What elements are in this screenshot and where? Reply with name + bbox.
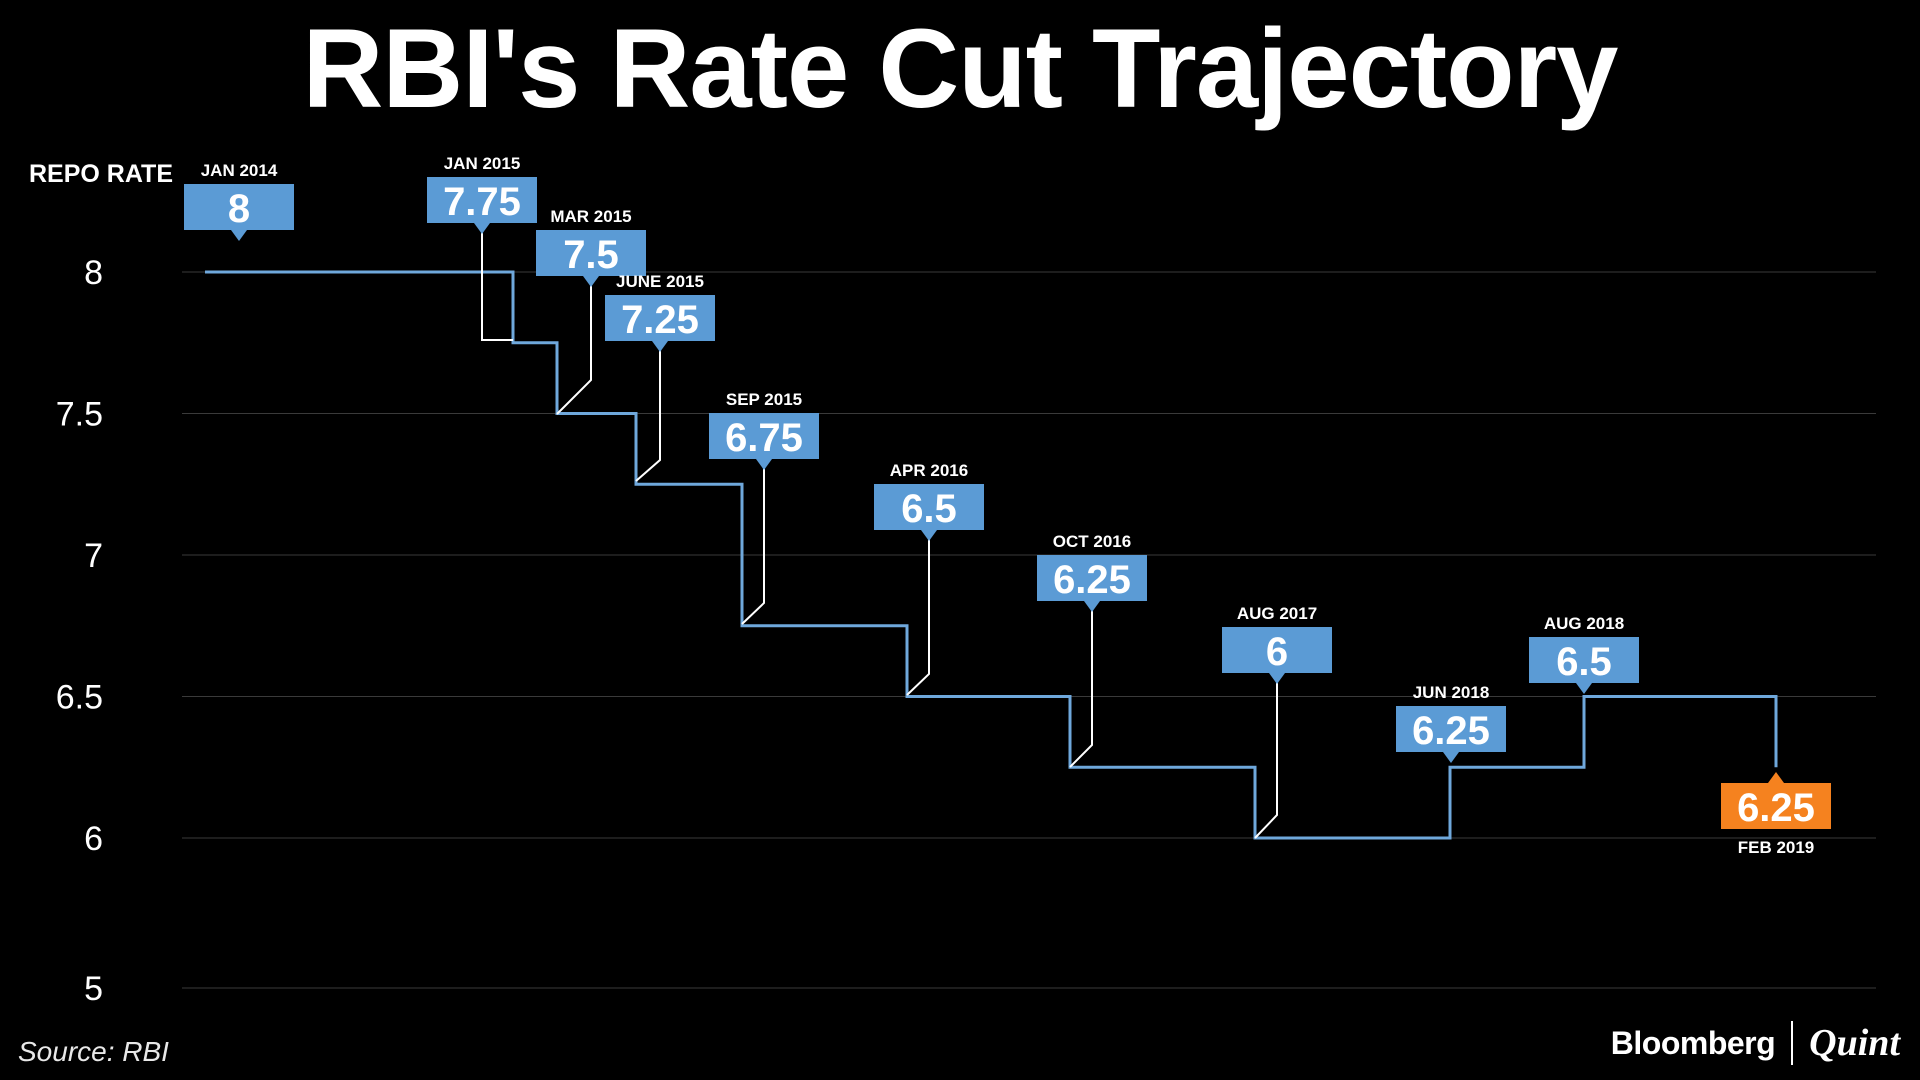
rate-date-label: APR 2016: [890, 461, 968, 480]
rate-label-box: [1721, 783, 1831, 829]
callout-line: [906, 535, 930, 696]
callout-line: [556, 282, 592, 415]
rate-value-label: 7.5: [563, 233, 619, 277]
rate-label-pointer: [1576, 683, 1592, 694]
y-tick-label: 7.5: [56, 396, 103, 434]
rate-label-pointer: [1084, 601, 1100, 612]
rate-label-pointer: [1768, 772, 1784, 783]
callout-line: [481, 228, 513, 341]
chart-title: RBI's Rate Cut Trajectory: [302, 6, 1619, 131]
rate-value-label: 6.5: [901, 487, 957, 531]
rate-date-label: OCT 2016: [1053, 532, 1131, 551]
rate-label-box: [536, 230, 646, 276]
rate-date-label: AUG 2017: [1237, 604, 1317, 623]
rate-label-pointer: [1269, 673, 1285, 684]
rate-label-pointer: [1443, 752, 1459, 763]
rate-value-label: 6.25: [1412, 709, 1490, 753]
rate-label-pointer: [231, 230, 247, 241]
callout-line: [741, 464, 765, 625]
rate-label-box: [1037, 555, 1147, 601]
rate-label-pointer: [921, 530, 937, 541]
rate-date-label: JUNE 2015: [616, 272, 704, 291]
rate-value-label: 7.75: [443, 180, 521, 224]
brand-logo: Bloomberg Quint: [1611, 1018, 1900, 1068]
rate-value-label: 7.25: [621, 298, 699, 342]
callout-line: [1254, 678, 1278, 839]
rate-label-box: [605, 295, 715, 341]
y-tick-label: 8: [84, 254, 103, 292]
callout-line: [1069, 606, 1093, 768]
rate-label-box: [1529, 637, 1639, 683]
rate-date-label: JAN 2014: [201, 161, 278, 180]
rate-date-label: JUN 2018: [1413, 683, 1490, 702]
rate-label-pointer: [756, 459, 772, 470]
rate-date-label: MAR 2015: [550, 207, 631, 226]
rate-date-label: JAN 2015: [444, 154, 521, 173]
brand-bloomberg: Bloomberg: [1610, 1024, 1776, 1061]
rate-value-label: 6.5: [1556, 640, 1612, 684]
rate-date-label: FEB 2019: [1738, 838, 1815, 857]
y-tick-label: 6.5: [56, 679, 103, 717]
rate-label-box: [184, 184, 294, 230]
rate-label-pointer: [652, 341, 668, 352]
y-tick-label: 7: [84, 537, 103, 575]
rate-label-box: [874, 484, 984, 530]
rate-value-label: 6.75: [725, 416, 803, 460]
rate-label-pointer: [583, 276, 599, 287]
rate-label-box: [1222, 627, 1332, 673]
rate-label-box: [1396, 706, 1506, 752]
rate-date-label: SEP 2015: [726, 390, 802, 409]
callout-line: [635, 346, 661, 482]
rate-value-label: 6: [1266, 630, 1288, 674]
rate-label-box: [709, 413, 819, 459]
brand-quint: Quint: [1809, 1022, 1900, 1064]
rate-label-box: [427, 177, 537, 223]
rate-value-label: 6.25: [1053, 558, 1131, 602]
rate-value-label: 6.25: [1737, 786, 1815, 830]
brand-divider: [1791, 1021, 1794, 1065]
y-tick-label: 5: [84, 970, 103, 1008]
rate-date-label: AUG 2018: [1544, 614, 1624, 633]
source-note: Source: RBI: [18, 1036, 169, 1067]
y-axis-label: REPO RATE: [29, 160, 173, 188]
rate-step-line: [205, 270, 1778, 840]
rate-label-pointer: [474, 223, 490, 234]
rate-value-label: 8: [228, 187, 250, 231]
y-tick-label: 6: [84, 820, 103, 858]
